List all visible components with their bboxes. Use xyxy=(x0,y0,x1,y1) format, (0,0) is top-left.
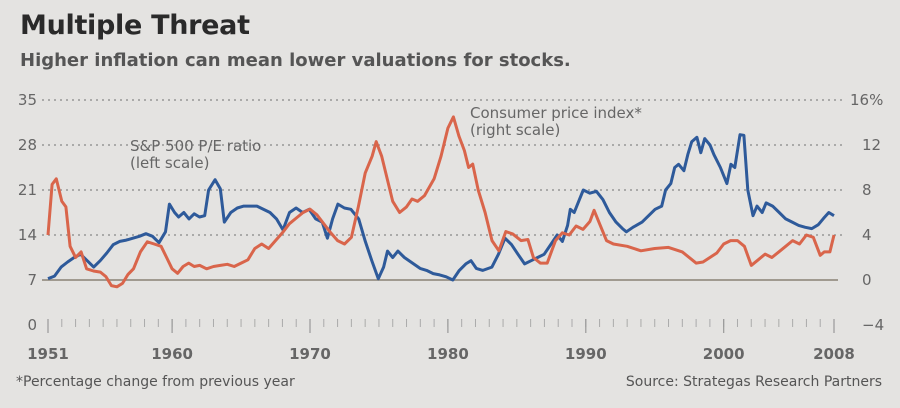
pe-annotation-line2: (left scale) xyxy=(130,154,209,172)
x-axis: 1951 1960 1970 1980 1990 2000 2008 xyxy=(27,319,855,363)
series-lines xyxy=(46,115,836,289)
right-tick-label: 16% xyxy=(850,91,883,109)
pe-annotation-line1: S&P 500 P/E ratio xyxy=(130,137,261,155)
right-tick-label: 0 xyxy=(862,271,872,289)
left-tick-label: 0 xyxy=(27,316,37,334)
left-tick-label: 7 xyxy=(27,271,37,289)
x-tick-label: 2000 xyxy=(703,345,745,363)
chart-title: Multiple Threat xyxy=(20,10,250,41)
left-axis-ticks: 0 7 14 21 28 35 xyxy=(18,91,37,334)
right-tick-label: −4 xyxy=(862,316,884,334)
cpi-line xyxy=(46,115,836,289)
left-tick-label: 14 xyxy=(18,226,37,244)
x-tick-label: 1970 xyxy=(289,345,331,363)
x-tick-label: 2008 xyxy=(813,345,855,363)
left-tick-label: 21 xyxy=(18,181,37,199)
x-tick-label: 1951 xyxy=(27,345,69,363)
cpi-annotation-line2: (right scale) xyxy=(470,121,560,139)
cpi-annotation-line1: Consumer price index* xyxy=(470,104,642,122)
right-tick-label: 12 xyxy=(862,136,881,154)
x-tick-label: 1990 xyxy=(565,345,607,363)
right-tick-label: 8 xyxy=(862,181,872,199)
source-credit: Source: Strategas Research Partners xyxy=(625,374,882,390)
chart-subtitle: Higher inflation can mean lower valuatio… xyxy=(20,50,571,71)
pe-ratio-line xyxy=(47,133,835,282)
right-tick-label: 4 xyxy=(862,226,872,244)
right-axis-ticks: −4 0 4 8 12 16% xyxy=(850,91,884,334)
x-tick-label: 1980 xyxy=(427,345,469,363)
gridlines xyxy=(42,99,842,281)
left-tick-label: 35 xyxy=(18,91,37,109)
left-tick-label: 28 xyxy=(18,136,37,154)
x-tick-label: 1960 xyxy=(151,345,193,363)
footnote: *Percentage change from previous year xyxy=(16,374,295,390)
